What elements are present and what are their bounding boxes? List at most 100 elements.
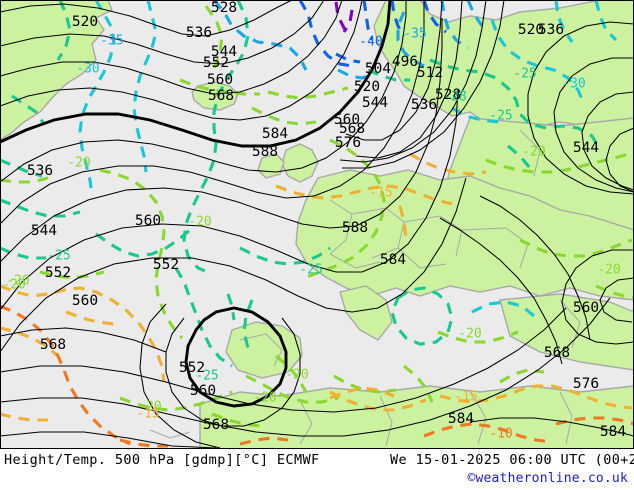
height-contour-568 — [0, 0, 425, 225]
temp-label-minus25: -25-25 — [489, 109, 512, 124]
svg-text:568: 568 — [208, 88, 234, 104]
height-contour-560-around-low — [165, 317, 301, 427]
temp-contour--20b — [267, 86, 349, 100]
svg-text:-20: -20 — [138, 400, 161, 415]
svg-text:-25: -25 — [47, 249, 70, 264]
footer-credit[interactable]: ©weatheronline.co.uk — [467, 471, 628, 486]
temp-label-minus20: -20-20 — [285, 368, 308, 383]
height-contour-568-africa — [0, 327, 167, 353]
temp-contour--25m — [242, 299, 254, 349]
temp-contour--10b — [119, 438, 168, 448]
height-label-588: 588588 — [252, 144, 278, 160]
height-contour-588-africa — [0, 431, 217, 449]
svg-text:544: 544 — [211, 44, 237, 60]
height-label-560: 560560 — [72, 293, 98, 309]
temp-contour--15d — [398, 205, 408, 239]
temp-label-minus10: -10-10 — [489, 427, 512, 442]
height-contour-576 — [0, 18, 443, 263]
height-contour-512 — [345, 0, 443, 141]
height-label-512: 512512 — [417, 65, 443, 81]
svg-text:560: 560 — [190, 383, 216, 399]
height-label-568: 568568 — [203, 417, 229, 433]
chart-footer: Height/Temp. 500 hPa [gdmp][°C] ECMWF We… — [0, 449, 634, 490]
height-label-568: 568568 — [40, 337, 66, 353]
svg-text:528: 528 — [211, 0, 237, 16]
temp-contour--20i — [519, 238, 633, 258]
height-label-560: 560560 — [573, 300, 599, 316]
svg-text:-15: -15 — [136, 407, 159, 422]
svg-text:-20: -20 — [458, 327, 481, 342]
height-label-576: 576576 — [335, 135, 361, 151]
temp-contour--15i — [0, 412, 48, 422]
svg-text:-20: -20 — [597, 263, 620, 278]
svg-text:560: 560 — [334, 112, 360, 128]
svg-text:560: 560 — [135, 213, 161, 229]
temperature-label-layer: -35-35-30-30-40-40-35-35-25-25-30-30-28-… — [2, 27, 620, 442]
svg-text:-25: -25 — [513, 67, 536, 82]
footer-valid-time: We 15-01-2025 06:00 UTC (00+294) — [390, 452, 634, 468]
temp-label-minus40: -40-40 — [359, 35, 382, 50]
temp-contour--20j — [437, 330, 519, 344]
temp-contour--40e — [335, 52, 361, 64]
svg-text:584: 584 — [600, 424, 626, 440]
temp-contour--30d — [554, 0, 574, 43]
height-contour-552-closed-low — [184, 306, 288, 408]
svg-text:-25: -25 — [299, 263, 322, 278]
svg-text:552: 552 — [153, 257, 179, 273]
height-label-536: 536536 — [186, 25, 212, 41]
height-contour-568-se — [479, 195, 591, 341]
height-label-496: 496496 — [392, 54, 418, 70]
temp-contour--20f — [99, 168, 184, 339]
temp-label-minus20: -20-20 — [138, 400, 161, 415]
temp-contour--20s — [211, 412, 261, 428]
svg-text:576: 576 — [335, 135, 361, 151]
height-contour-520-right — [527, 21, 634, 195]
height-label-560: 560560 — [207, 72, 233, 88]
svg-text:-35: -35 — [100, 34, 123, 49]
temp-contour--30g — [471, 300, 535, 318]
italy — [339, 285, 393, 341]
continental-europe — [295, 169, 634, 301]
svg-text:-10: -10 — [489, 427, 512, 442]
svg-text:-30: -30 — [562, 77, 585, 92]
svg-text:-20: -20 — [2, 278, 25, 293]
temp-label-minus20: -20-20 — [2, 278, 25, 293]
temp-contour--25f — [367, 68, 410, 82]
temp-contour--10c — [423, 422, 553, 444]
height-label-552: 552552 — [45, 265, 71, 281]
temp-contour--40c — [390, 0, 406, 37]
svg-text:-25: -25 — [195, 369, 218, 384]
temp-contour--25j — [174, 267, 233, 368]
svg-text:-15: -15 — [369, 186, 392, 201]
temperature-contour-layer — [0, 0, 634, 448]
height-label-536: 536536 — [27, 163, 53, 179]
svg-text:-30: -30 — [76, 62, 99, 77]
temp-contour--45b — [342, 9, 354, 33]
temp-contour--20g — [303, 138, 386, 280]
footer-parameter-label: Height/Temp. 500 hPa [gdmp][°C] ECMWF — [4, 452, 320, 468]
temp-label-minus15: -15-15 — [454, 390, 477, 405]
temp-label-minus20: -20-20 — [188, 215, 211, 230]
temp-contour--25h — [95, 228, 191, 258]
svg-text:568: 568 — [544, 345, 570, 361]
svg-text:552: 552 — [203, 55, 229, 71]
temp-label-minus25: -25-25 — [195, 369, 218, 384]
temp-label-minus20: -20-20 — [67, 156, 90, 171]
height-label-560: 560560 — [190, 383, 216, 399]
temp-contour--40d — [422, 0, 447, 34]
height-label-536: 536536 — [538, 22, 564, 38]
svg-text:544: 544 — [573, 140, 599, 156]
temp-contour--20m — [245, 374, 339, 404]
map-canvas[interactable]: 5205205285285365365445445525525605605685… — [0, 0, 634, 450]
svg-text:560: 560 — [207, 72, 233, 88]
temp-label-minus20: -20-20 — [6, 274, 29, 289]
temp-contour--25n — [226, 293, 236, 321]
height-label-568: 568568 — [544, 345, 570, 361]
svg-text:536: 536 — [538, 22, 564, 38]
svg-text:584: 584 — [448, 411, 474, 427]
temp-contour--10d — [555, 416, 634, 426]
temp-contour--35 — [212, 0, 308, 71]
